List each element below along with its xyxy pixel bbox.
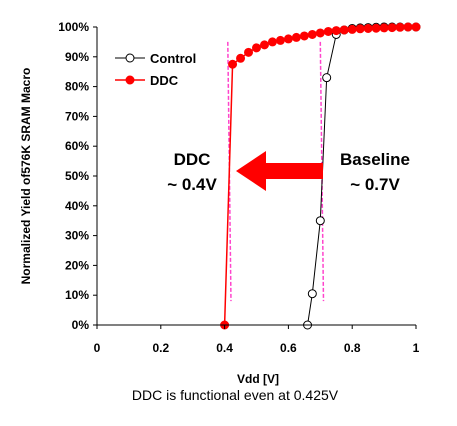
x-axis-title: Vdd [V] (237, 372, 279, 386)
x-tick-label: 0.6 (280, 341, 297, 355)
data-point-control (322, 73, 332, 83)
x-tick-label: 0.2 (152, 341, 169, 355)
legend-control-marker (125, 53, 135, 63)
y-tick-label: 70% (65, 109, 89, 123)
ddc-annotation-value: ~ 0.4V (167, 175, 217, 194)
baseline-annotation-title: Baseline (340, 150, 410, 169)
data-point-ddc (244, 47, 254, 57)
legend: Control DDC (115, 51, 196, 88)
x-tick-label: 0.4 (216, 341, 233, 355)
data-point-ddc (355, 24, 365, 34)
axes: 0% 10% 20% 30% 40% 50% 60% 70% 80% 90% 100% 0 0.2 0.4… (58, 20, 419, 355)
data-point-ddc (411, 22, 421, 32)
data-point-ddc (307, 29, 317, 39)
y-tick-label: 10% (65, 288, 89, 302)
data-point-ddc (387, 23, 397, 33)
ddc-annotation-title: DDC (174, 150, 211, 169)
caption: DDC is functional even at 0.425V (132, 387, 339, 403)
data-point-ddc (395, 22, 405, 32)
data-point-ddc (236, 53, 246, 63)
data-point-ddc (315, 28, 325, 38)
data-point-ddc (267, 37, 277, 47)
y-tick-label: 60% (65, 139, 89, 153)
x-tick-label: 0.8 (344, 341, 361, 355)
data-point-ddc (275, 35, 285, 45)
data-point-ddc (299, 31, 309, 41)
y-tick-label: 20% (65, 258, 89, 272)
data-point-ddc (252, 43, 261, 53)
data-point-ddc (379, 23, 389, 33)
y-axis-title: Normalized Yield of576K SRAM Macro (19, 68, 33, 285)
data-point-ddc (363, 23, 373, 33)
data-point-ddc (331, 26, 341, 36)
data-point-ddc (323, 26, 333, 36)
x-tick-label: 0 (94, 341, 101, 355)
data-point-ddc (347, 24, 357, 34)
y-tick-label: 80% (65, 80, 89, 94)
x-tick-label: 1 (413, 341, 420, 355)
baseline-annotation-value: ~ 0.7V (350, 175, 400, 194)
legend-ddc-label: DDC (150, 73, 179, 88)
shift-arrow (236, 151, 323, 191)
y-tick-label: 0% (72, 318, 90, 332)
data-point-ddc (339, 25, 349, 35)
data-point-ddc (371, 23, 381, 33)
data-point-ddc (291, 32, 301, 42)
plot-area (220, 22, 421, 330)
data-point-ddc (228, 59, 238, 69)
y-tick-label: 40% (65, 199, 89, 213)
data-point-ddc (403, 22, 413, 32)
legend-ddc-marker (125, 75, 135, 85)
y-tick-label: 50% (65, 169, 89, 183)
y-tick-label: 100% (58, 20, 89, 34)
y-tick-label: 30% (65, 229, 89, 243)
data-point-ddc (283, 34, 293, 44)
y-tick-label: 90% (65, 50, 89, 64)
data-point-control (315, 216, 325, 226)
data-point-ddc (259, 40, 269, 50)
data-point-control (307, 289, 317, 299)
legend-control-label: Control (150, 51, 196, 66)
